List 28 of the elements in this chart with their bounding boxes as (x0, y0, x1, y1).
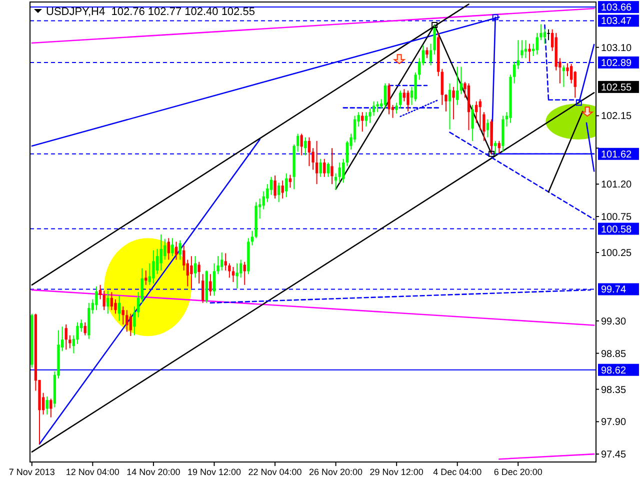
ref-line-label: 103.47 (601, 16, 632, 28)
y-tick-label: 97.45 (601, 450, 626, 461)
ref-line-label: 102.89 (601, 58, 632, 69)
x-tick-label: 29 Nov 12:00 (370, 467, 424, 477)
y-tick-label: 101.20 (601, 180, 632, 191)
x-tick-label: 6 Dec 20:00 (494, 467, 542, 477)
ref-line-label: 103.66 (601, 2, 632, 14)
y-tick-label: 98.35 (601, 384, 626, 396)
x-tick-label: 12 Nov 04:00 (66, 467, 120, 477)
ref-line-label: 101.62 (601, 149, 632, 160)
x-tick-label: 7 Nov 2013 (8, 467, 55, 477)
y-tick-label: 100.25 (601, 248, 632, 260)
x-tick-label: 4 Dec 04:00 (433, 467, 482, 477)
x-tick-label: 14 Nov 20:00 (126, 467, 180, 477)
ref-line-label: 98.62 (601, 365, 626, 376)
y-tick-label: 100.75 (601, 212, 632, 224)
chart-title: USDJPY,H4 102.76 102.77 102.40 102.55 (46, 6, 255, 18)
x-tick-label: 26 Nov 20:00 (309, 467, 363, 477)
y-tick-label: 102.15 (601, 111, 632, 122)
x-tick-label: 22 Nov 04:00 (248, 467, 302, 477)
y-tick-label: 99.30 (601, 316, 626, 328)
text: 102.55 (601, 82, 632, 94)
y-tick-label: 103.10 (601, 42, 632, 54)
y-tick-label: 97.90 (601, 417, 626, 428)
y-tick-label: 98.85 (601, 348, 626, 360)
ref-line-label: 99.74 (601, 284, 626, 296)
x-tick-label: 19 Nov 12:00 (187, 467, 242, 477)
ref-line-label: 100.58 (601, 224, 632, 236)
